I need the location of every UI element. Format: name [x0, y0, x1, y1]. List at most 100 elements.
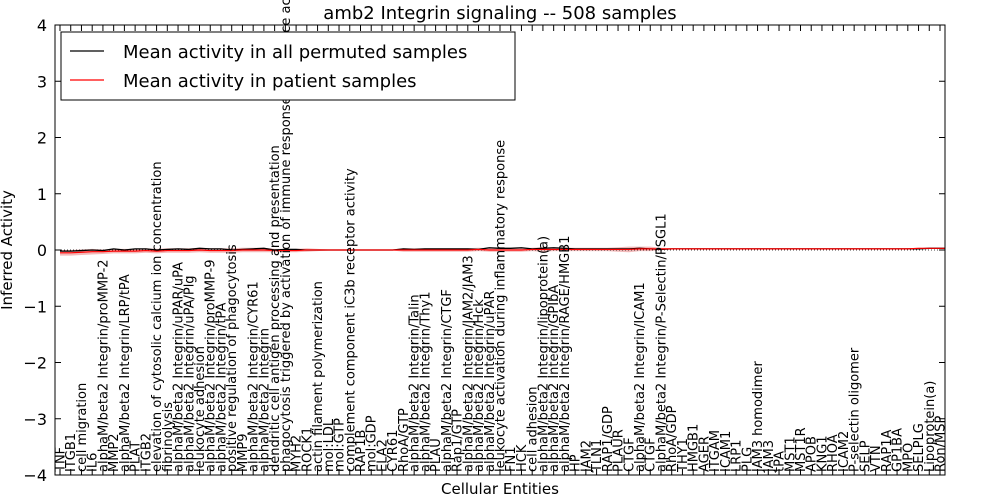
x-tick-label: alphaM/beta2 Integrin/ICAM1: [633, 282, 648, 472]
x-tick-label: ITGB1: [64, 433, 79, 472]
x-tick-label: Rap1/GTP: [451, 409, 466, 472]
x-tick-label: tPA: [773, 451, 788, 472]
x-tick-label: alphaM/beta2 Integrin/CTGF: [440, 289, 455, 472]
x-tick-label: CTGF: [622, 437, 637, 472]
x-tick-label: Lipoprotein(a): [923, 381, 938, 472]
x-tick-label: mol:LDL: [322, 418, 337, 472]
y-tick-label: 0: [37, 241, 47, 260]
x-tick-label: ROCK1: [300, 427, 315, 472]
x-tick-label: alphaM/beta2 Integrin/JAM2/JAM3: [461, 255, 476, 472]
x-tick-label: ELA2: [375, 439, 390, 472]
x-tick-label: PLG: [740, 447, 755, 472]
x-tick-label: HCK: [515, 444, 530, 472]
x-tick-label: positive regulation of phagocytosis: [225, 244, 240, 472]
x-tick-label: MST1R: [794, 427, 809, 472]
x-tick-label: alphaM/beta2 Integrin/uPA/Plg: [182, 275, 197, 472]
x-tick-label: fibrinolysis: [161, 402, 176, 472]
x-tick-label: mol:GDP: [365, 415, 380, 472]
x-tick-label: CYR61: [386, 430, 401, 472]
x-tick-label: alphaM/beta2 Integrin/tPA: [214, 303, 229, 472]
x-tick-label: mol:GTP: [333, 418, 348, 472]
x-tick-label: RAP1A: [880, 429, 895, 472]
x-tick-label: P-selectin oligomer: [848, 347, 863, 472]
x-tick-label: MYH2: [290, 435, 305, 472]
x-tick-label: phagocytosis triggered by activation of …: [279, 0, 294, 472]
x-tick-label: APOB: [805, 436, 820, 472]
x-tick-label: MMP2: [107, 433, 122, 472]
x-tick-label: HP: [569, 454, 584, 472]
x-tick-label: RhoA/GTP: [397, 408, 412, 472]
x-tick-label: alphaM/beta2 Integrin/GPIbA: [547, 285, 562, 472]
x-tick-label: alphaM/beta2 Integrin/CYR61: [247, 281, 262, 472]
x-tick-label: HMGB1: [687, 424, 702, 472]
legend-label-patient: Mean activity in patient samples: [123, 71, 417, 92]
x-tick-label: alphaM/beta2 Integrin/proMMP-9: [204, 259, 219, 472]
y-tick-label: −3: [23, 410, 47, 429]
x-tick-label: PLAU: [429, 438, 444, 472]
x-tick-label: dendritic cell antigen processing and pr…: [268, 145, 283, 472]
x-tick-label: actin filament polymerization: [311, 281, 326, 472]
y-axis: −4 −3 −2 −1 0 1 2 3 4: [23, 16, 945, 485]
x-tick-label: AGER: [697, 436, 712, 472]
x-tick-label: complement component iC3b receptor activ…: [343, 168, 358, 472]
x-tick-label: FN1: [504, 447, 519, 472]
x-tick-label: JAM2: [579, 440, 594, 473]
x-tick-label: cell migration: [75, 383, 90, 472]
y-tick-label: 3: [37, 72, 47, 91]
x-axis-title: Cellular Entities: [441, 480, 559, 498]
x-tick-label: alphaM/beta2 Integrin/Hck: [472, 299, 487, 472]
x-tick-label: alphaM/beta2 Integrin/proMMP-2: [96, 259, 111, 472]
x-axis: [59, 25, 941, 475]
x-tick-label: RAP1/GDP: [601, 406, 616, 472]
legend-box: [60, 31, 516, 101]
x-tick-label: alphaM/beta2 Integrin/LRP/tPA: [118, 274, 133, 472]
x-tick-label: alphaM/beta2 Integrin/Talin: [408, 294, 423, 472]
x-tick-label: alphaM/beta2 Integrin/lipoprotein(a): [536, 236, 551, 472]
chart-title: amb2 Integrin signaling -- 508 samples: [323, 3, 676, 24]
y-tick-label: 4: [37, 16, 47, 35]
x-tick-label: JAM3 homodimer: [751, 361, 766, 473]
y-tick-label: −2: [23, 354, 47, 373]
y-tick-label: −4: [23, 466, 47, 485]
plot-area: [55, 246, 945, 256]
x-tick-label: leukocyte activation during inflammatory…: [494, 140, 509, 472]
y-tick-label: 1: [37, 185, 47, 204]
x-tick-label: RhoA/GDP: [665, 405, 680, 472]
y-tick-label: 2: [37, 129, 47, 148]
x-tick-label: alphaM/beta2 Integrin/uPAR/uPA: [172, 262, 187, 472]
x-tick-label: leukocyte adhesion: [193, 346, 208, 472]
x-tick-label: ICAM2: [837, 431, 852, 472]
legend: Mean activity in all permuted samples Me…: [60, 31, 516, 101]
x-tick-label: MST1: [783, 436, 798, 472]
x-tick-label: RAP1B: [354, 430, 369, 472]
legend-label-permuted: Mean activity in all permuted samples: [123, 42, 467, 63]
x-tick-label: TLN1: [590, 439, 605, 473]
x-tick-label: VTN: [869, 445, 884, 472]
x-tick-label: TNF: [54, 447, 69, 473]
x-tick-label: elevation of cytosolic calcium ion conce…: [150, 161, 165, 472]
x-tick-label: alphaM/beta2 Integrin/uPAR: [483, 290, 498, 472]
x-tick-label: CTGF: [644, 437, 659, 472]
x-tick-label: RHOA: [826, 434, 841, 472]
x-tick-label: SELP: [858, 440, 873, 472]
x-tick-label: ICAM1: [719, 431, 734, 472]
x-tick-label: THY1: [676, 438, 691, 473]
x-tick-label: cell adhesion: [526, 386, 541, 472]
x-tick-label: ITGAM: [708, 430, 723, 472]
x-tick-label: alphaM/beta2 Integrin/P-Selectin/PSGL1: [654, 213, 669, 472]
x-tick-label: alphaM/beta2 Integrin/Thy1: [418, 292, 433, 473]
x-tick-label: IL6: [86, 453, 101, 472]
x-tick-label: LRP1: [730, 440, 745, 472]
x-tick-label: PLAT: [129, 441, 144, 472]
x-tick-label: KNG1: [815, 435, 830, 472]
x-tick-label: GP1BA: [891, 428, 906, 472]
x-tick-label: alphaM/beta2 Integrin: [257, 328, 272, 472]
patient-activity-line: [60, 247, 945, 254]
y-axis-title: Inferred Activity: [0, 190, 16, 310]
x-tick-label: JAM3: [762, 440, 777, 473]
x-tick-label: ITGB2: [139, 433, 154, 472]
y-tick-label: −1: [23, 297, 47, 316]
x-tick-label: MMP9: [236, 433, 251, 472]
